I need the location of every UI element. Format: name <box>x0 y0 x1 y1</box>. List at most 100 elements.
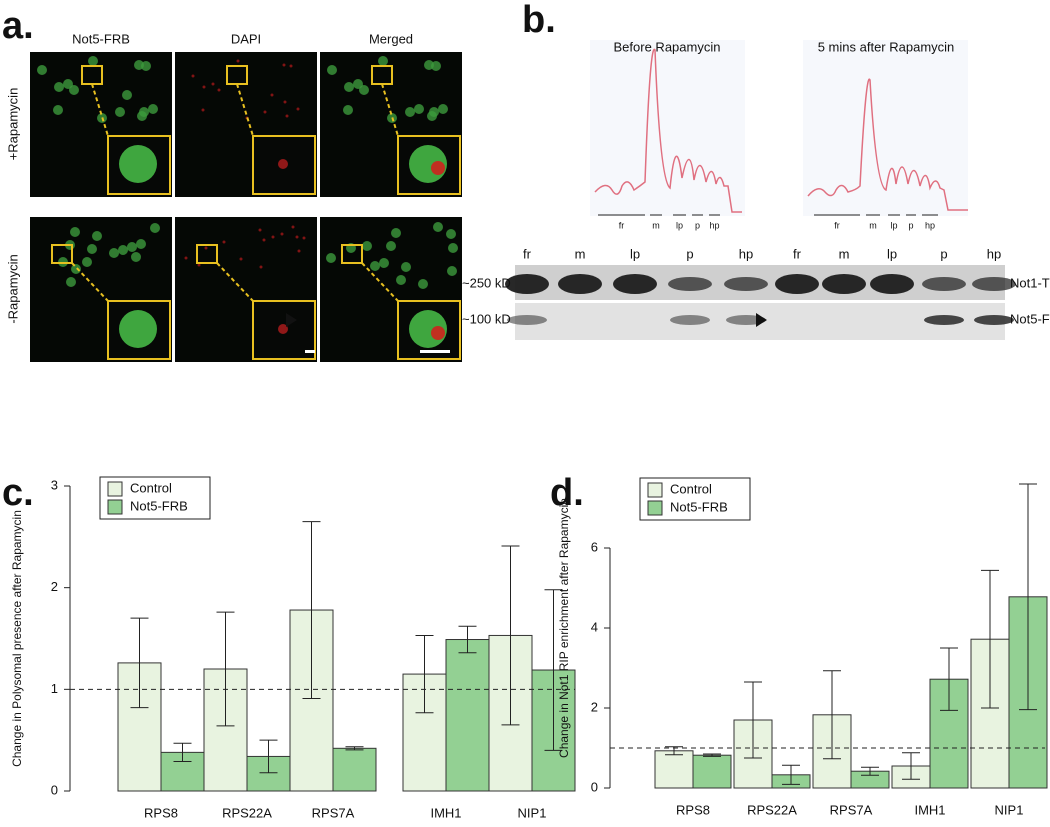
legend-swatch <box>107 481 123 497</box>
cell <box>259 265 263 269</box>
error-bar <box>1019 483 1037 711</box>
cell <box>343 105 353 115</box>
band <box>775 274 819 294</box>
cell <box>263 110 267 114</box>
band <box>558 274 602 294</box>
cell <box>239 257 243 261</box>
inset-dapi <box>431 326 445 340</box>
error-bar <box>345 746 364 751</box>
x-tick-label: IMH1 <box>430 805 461 820</box>
inset-cell <box>278 159 288 169</box>
x-tick-label: RPS7A <box>830 802 873 817</box>
cell <box>448 243 458 253</box>
cell <box>150 223 160 233</box>
legend-label: Control <box>130 480 172 495</box>
roi <box>51 244 73 264</box>
inset-dapi <box>431 161 445 175</box>
y-tick-label: 1 <box>51 681 58 696</box>
lane-label: lp <box>630 246 640 261</box>
band <box>668 277 712 291</box>
cell <box>211 82 215 86</box>
x-tick-label: NIP1 <box>518 805 547 820</box>
band <box>505 274 549 294</box>
error-bar <box>861 766 879 776</box>
error-bar <box>981 569 999 709</box>
cell <box>414 104 424 114</box>
cell <box>433 222 443 232</box>
error-bar <box>544 589 563 751</box>
y-tick-label: 2 <box>51 579 58 594</box>
micrographs: Not5-FRB DAPI Merged +Rapamycin -Rapamycin <box>5 31 462 362</box>
fraction-label: hp <box>925 220 935 230</box>
inset-cell <box>278 324 288 334</box>
cell <box>88 56 98 66</box>
cell <box>391 228 401 238</box>
y-axis-label: Change in Not1 RIP enrichment after Rapa… <box>557 498 571 758</box>
cell <box>202 85 206 89</box>
error-bar <box>703 753 721 757</box>
error-bar <box>782 764 800 785</box>
cell <box>122 90 132 100</box>
cell <box>118 245 128 255</box>
scale-bar <box>305 350 315 353</box>
cell <box>327 65 337 75</box>
x-tick-label: RPS7A <box>312 805 355 820</box>
cell <box>262 238 266 242</box>
y-tick-label: 0 <box>591 779 598 794</box>
y-tick-label: 4 <box>591 619 598 634</box>
band <box>974 315 1014 325</box>
cell <box>446 229 456 239</box>
cell <box>82 257 92 267</box>
cell <box>283 100 287 104</box>
roi-link <box>361 262 399 302</box>
band <box>870 274 914 294</box>
y-tick-label: 0 <box>51 782 58 797</box>
inset-cell <box>119 145 157 183</box>
cell <box>438 104 448 114</box>
legend-label: Control <box>670 481 712 496</box>
fraction-label: hp <box>709 220 719 230</box>
fraction-label: lp <box>890 220 897 230</box>
panel-label: a. <box>2 5 34 47</box>
cell <box>115 107 125 117</box>
cell <box>127 242 137 252</box>
legend-label: Not5-FRB <box>670 499 728 514</box>
cell <box>54 82 64 92</box>
cell <box>447 266 457 276</box>
fraction-label: lp <box>676 220 683 230</box>
column-title: Not5-FRB <box>72 31 130 46</box>
error-bar <box>902 752 920 780</box>
band <box>922 277 966 291</box>
cell <box>344 82 354 92</box>
error-bar <box>173 742 192 763</box>
legend-label: Not5-FRB <box>130 498 188 513</box>
cell <box>296 107 300 111</box>
cell <box>66 277 76 287</box>
y-tick-label: 6 <box>591 539 598 554</box>
y-tick-label: 2 <box>591 699 598 714</box>
lane-label: p <box>686 246 693 261</box>
profile-bg <box>590 40 745 216</box>
cell <box>353 79 363 89</box>
band-size: ~100 kD <box>462 311 511 326</box>
cell <box>53 105 63 115</box>
cell <box>136 239 146 249</box>
panel-label: c. <box>2 472 34 514</box>
fraction-label: fr <box>619 220 625 230</box>
roi-link <box>381 83 399 137</box>
panel-label: d. <box>550 472 584 514</box>
error-bar <box>216 611 235 727</box>
cell <box>295 235 299 239</box>
cell <box>418 279 428 289</box>
arrowhead <box>756 313 767 327</box>
fraction-label: m <box>869 220 877 230</box>
profile-title: 5 mins after Rapamycin <box>818 39 955 54</box>
band <box>613 274 657 294</box>
bar <box>654 750 694 789</box>
error-bar <box>302 521 321 699</box>
cell <box>236 59 240 63</box>
x-tick-label: RPS8 <box>676 802 710 817</box>
band-name: Not1-TT <box>1010 275 1050 290</box>
lane-label: fr <box>523 246 532 261</box>
error-bar <box>823 670 841 760</box>
